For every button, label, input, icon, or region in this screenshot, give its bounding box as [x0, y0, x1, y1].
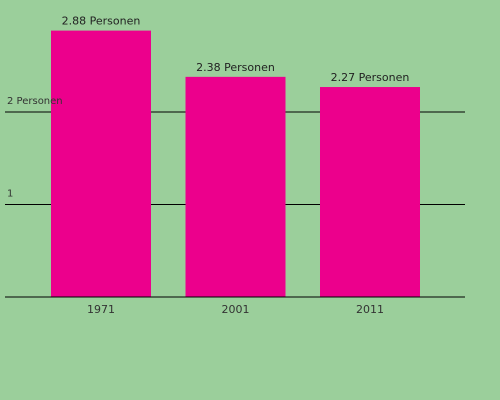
y-tick-label-0: 1: [7, 189, 13, 200]
y-tick-label-1: 2 Personen: [7, 96, 63, 107]
bar-1971: [51, 30, 151, 297]
labels: 2.88 Personen 1971 2.38 Personen 2001 2.27 P…: [7, 15, 409, 316]
bar-2001: [185, 76, 286, 297]
bar-2011: [320, 87, 420, 298]
x-tick-label-2011: 2011: [356, 303, 384, 316]
x-tick-label-1971: 1971: [87, 303, 115, 316]
data-label-2011: 2.27 Personen: [331, 71, 410, 84]
data-label-1971: 2.88 Personen: [62, 15, 141, 28]
data-label-2001: 2.38 Personen: [196, 61, 275, 74]
x-tick-label-2001: 2001: [222, 303, 250, 316]
bars: [51, 30, 420, 298]
